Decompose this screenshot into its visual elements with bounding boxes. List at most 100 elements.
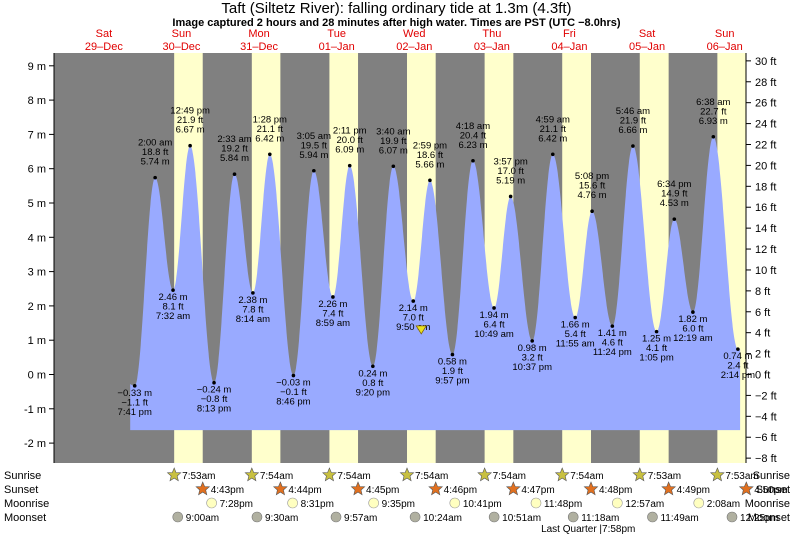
y-tick-label-ft: 0 ft — [755, 370, 770, 382]
y-tick-label-ft: 6 ft — [755, 307, 770, 319]
tide-label: 20.4 ft — [460, 130, 487, 141]
tide-label: 5.4 ft — [565, 329, 586, 340]
sunset-time: 4:50pm — [754, 485, 787, 496]
tide-label: 9:57 pm — [435, 376, 469, 387]
tide-label: 2:14 pm — [721, 370, 755, 381]
tide-label: 3:57 pm — [493, 156, 527, 167]
tide-label: 8.1 ft — [162, 302, 183, 313]
y-tick-label-m: 8 m — [28, 95, 46, 107]
tide-point — [492, 306, 496, 310]
day-name-label: Mon — [248, 28, 269, 40]
tide-curve — [130, 136, 741, 431]
y-tick-label-ft: −6 ft — [755, 432, 777, 444]
y-tick-label-ft: 22 ft — [755, 139, 776, 151]
day-date-label: 05–Jan — [629, 41, 665, 53]
tide-area — [130, 136, 741, 431]
tide-label: 1.94 m — [480, 310, 509, 321]
y-tick-label-m: 3 m — [28, 267, 46, 279]
sunset-time: 4:47pm — [521, 485, 554, 496]
moonset-icon — [726, 511, 738, 523]
current-level-marker — [415, 325, 427, 335]
day-date-label: 31–Dec — [240, 41, 278, 53]
tide-label: 7.8 ft — [242, 304, 263, 315]
tide-label: 1.9 ft — [442, 366, 463, 377]
astro-row-label-right: Sunrise — [753, 470, 790, 482]
moonset-icon — [172, 511, 184, 523]
y-tick-label-m: 0 m — [28, 370, 46, 382]
tide-point — [610, 324, 615, 328]
sunset-icon — [272, 481, 288, 496]
tide-point — [550, 152, 555, 157]
sunset-icon — [428, 481, 444, 496]
tide-point — [331, 295, 335, 299]
sunset-time: 4:44pm — [288, 485, 321, 496]
tide-point — [450, 352, 455, 357]
tide-point — [508, 194, 513, 199]
tide-point — [691, 310, 695, 314]
day-name-label: Sun — [172, 28, 192, 40]
tide-label: 4:18 am — [456, 121, 490, 132]
moonset-icon — [330, 511, 342, 523]
day-date-label: 29–Dec — [85, 41, 123, 53]
tide-point — [291, 373, 296, 378]
tide-label: −0.33 m — [117, 388, 152, 399]
day-name-label: Tue — [327, 28, 346, 40]
sunrise-icon — [244, 467, 260, 482]
moonset-icon — [567, 511, 579, 523]
tide-label: 10:37 pm — [512, 362, 552, 373]
tide-label: 12:19 am — [673, 333, 713, 344]
chart-subtitle: Image captured 2 hours and 28 minutes af… — [172, 17, 621, 29]
day-name-label: Wed — [403, 28, 425, 40]
day-date-label: 02–Jan — [396, 41, 432, 53]
tide-label: 5.19 m — [496, 175, 525, 186]
sunrise-icon — [709, 467, 725, 482]
tide-label: 17.0 ft — [497, 166, 524, 177]
day-name-label: Sat — [639, 28, 656, 40]
day-date-label: 04–Jan — [551, 41, 587, 53]
sunset-icon — [738, 481, 754, 496]
current-level-marker — [415, 325, 427, 335]
tide-label: 0.24 m — [358, 368, 387, 379]
astro-row-label-right: Sunset — [756, 484, 790, 496]
tide-label: 1.25 m — [642, 334, 671, 345]
y-tick-label-m: 1 m — [28, 335, 46, 347]
y-tick-label-m: -2 m — [24, 438, 46, 450]
tide-point — [132, 384, 137, 388]
tide-point — [212, 380, 216, 385]
y-tick-label-m: 2 m — [28, 301, 46, 313]
tide-label: 2.4 ft — [727, 361, 748, 372]
y-tick-label-ft: 28 ft — [755, 77, 776, 89]
tide-label: 4.1 ft — [646, 343, 667, 354]
moonset-time: 11:18am — [581, 513, 619, 524]
y-axis-meters: -2 m -1 m 0 m 1 m 2 m 3 m 4 m 5 m 6 m 7 m 8 m 9 m — [24, 53, 55, 463]
y-tick-label-m: -1 m — [24, 404, 46, 416]
tide-label: −0.03 m — [276, 378, 311, 389]
tide-label: 19.5 ft — [301, 140, 328, 151]
tide-label: 7.0 ft — [403, 313, 424, 324]
moonrise-icon — [449, 497, 461, 509]
tide-label: 19.2 ft — [221, 144, 248, 155]
day-date-label: 03–Jan — [474, 41, 510, 53]
sunset-icon — [195, 481, 211, 496]
tide-label: 6.0 ft — [682, 324, 703, 335]
day-date-label: 30–Dec — [163, 41, 201, 53]
tide-label: 2:11 pm — [333, 126, 367, 137]
tide-label: 4:59 am — [536, 114, 570, 125]
day-name-label: Fri — [563, 28, 576, 40]
chart-title: Taft (Siltetz River): falling ordinary t… — [221, 0, 572, 17]
sunrise-time: 7:53am — [725, 471, 758, 482]
y-tick-label-ft: −4 ft — [755, 411, 777, 423]
moonrise-icon — [612, 497, 623, 509]
y-tick-label-ft: 2 ft — [755, 349, 770, 361]
moonset-time: 10:51am — [502, 513, 541, 524]
tide-point — [232, 172, 237, 176]
y-tick-label-ft: −8 ft — [755, 453, 777, 465]
moonset-time: 10:24am — [423, 513, 462, 524]
tide-label: 1.82 m — [678, 314, 707, 325]
tide-point — [391, 164, 396, 169]
sunset-icon — [350, 481, 366, 496]
y-tick-label-ft: 30 ft — [755, 56, 776, 68]
tide-label: 8:59 am — [316, 318, 350, 329]
tide-label: 2.38 m — [238, 295, 267, 306]
